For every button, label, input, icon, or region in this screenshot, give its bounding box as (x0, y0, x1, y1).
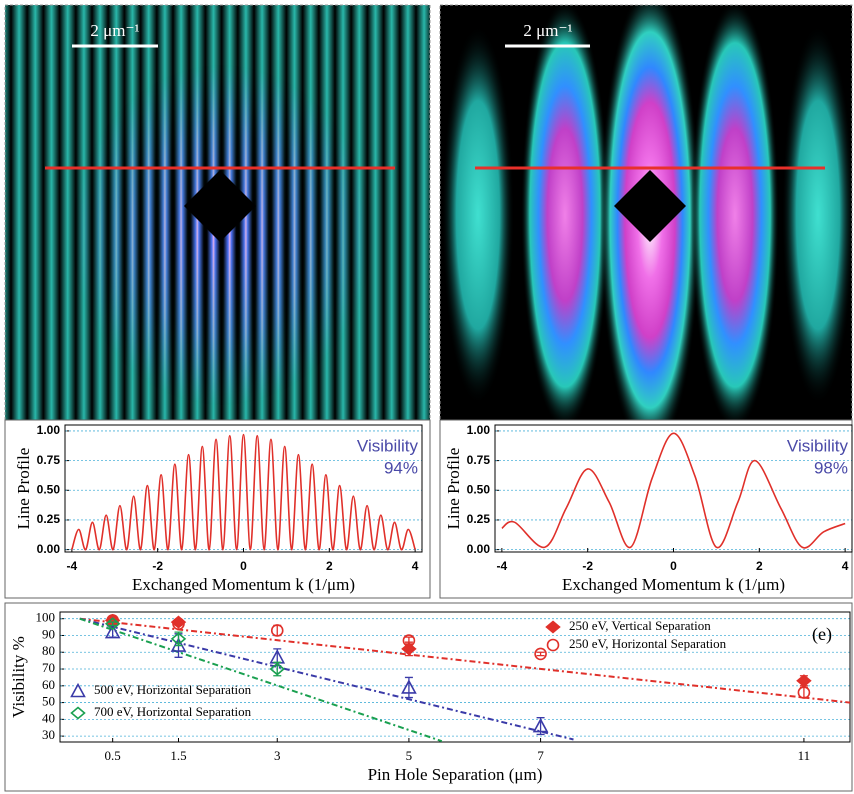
x-tick-label: 0.5 (105, 748, 121, 763)
legend-label: 250 eV, Vertical Separation (569, 618, 711, 633)
x-tick-label: 7 (537, 748, 544, 763)
x-axis-label: Exchanged Momentum k (1/μm) (562, 575, 785, 594)
x-tick-label: 2 (756, 559, 763, 573)
y-tick-label: 60 (42, 677, 55, 692)
annotation: Visibility (787, 436, 849, 455)
annotation: (e) (812, 624, 832, 645)
legend-label: 500 eV, Horizontal Separation (94, 682, 252, 697)
x-axis-label: Exchanged Momentum k (1/μm) (132, 575, 355, 594)
y-tick-label: 80 (42, 643, 55, 658)
y-tick-label: 1.00 (467, 423, 491, 437)
scale-bar-label: 2 μm⁻¹ (90, 21, 139, 40)
y-tick-label: 50 (42, 694, 55, 709)
x-tick-label: 0 (240, 559, 247, 573)
x-tick-label: 3 (274, 748, 281, 763)
x-tick-label: 11 (798, 748, 811, 763)
y-axis-label: Line Profile (444, 448, 463, 530)
annotation: Visibility (357, 436, 419, 455)
x-tick-label: 2 (326, 559, 333, 573)
fringe-image-left (5, 5, 430, 420)
visibility-value: 94% (384, 458, 418, 477)
x-tick-label: 0 (670, 559, 677, 573)
x-tick-label: 1.5 (170, 748, 186, 763)
y-tick-label: 0.25 (467, 512, 491, 526)
x-tick-label: 5 (406, 748, 413, 763)
x-tick-label: -2 (152, 559, 163, 573)
legend-label: 700 eV, Horizontal Separation (94, 704, 252, 719)
y-tick-label: 70 (42, 660, 55, 675)
y-tick-label: 0.00 (37, 542, 61, 556)
y-tick-label: 100 (36, 610, 56, 625)
x-tick-label: -4 (67, 559, 78, 573)
y-tick-label: 0.75 (467, 453, 491, 467)
y-axis-label: Visibility % (9, 636, 28, 718)
x-tick-label: -4 (497, 559, 508, 573)
figure: 2 μm⁻¹ 2 μm⁻¹ 0.000.250.500.751.00-4-202… (0, 0, 854, 794)
x-tick-label: -2 (582, 559, 593, 573)
fringe-image-right (440, 0, 854, 455)
legend-label: 250 eV, Horizontal Separation (569, 636, 727, 651)
y-tick-label: 0.75 (37, 453, 61, 467)
y-tick-label: 0.50 (467, 482, 491, 496)
x-tick-label: 4 (412, 559, 419, 573)
y-tick-label: 30 (42, 727, 55, 742)
y-tick-label: 0.25 (37, 512, 61, 526)
visibility-value: 98% (814, 458, 848, 477)
scale-bar-label: 2 μm⁻¹ (523, 21, 572, 40)
y-tick-label: 0.00 (467, 542, 491, 556)
y-tick-label: 90 (42, 626, 55, 641)
x-tick-label: 4 (842, 559, 849, 573)
y-tick-label: 1.00 (37, 423, 61, 437)
y-tick-label: 40 (42, 710, 55, 725)
y-axis-label: Line Profile (14, 448, 33, 530)
y-tick-label: 0.50 (37, 482, 61, 496)
x-axis-label: Pin Hole Separation (μm) (368, 765, 543, 784)
